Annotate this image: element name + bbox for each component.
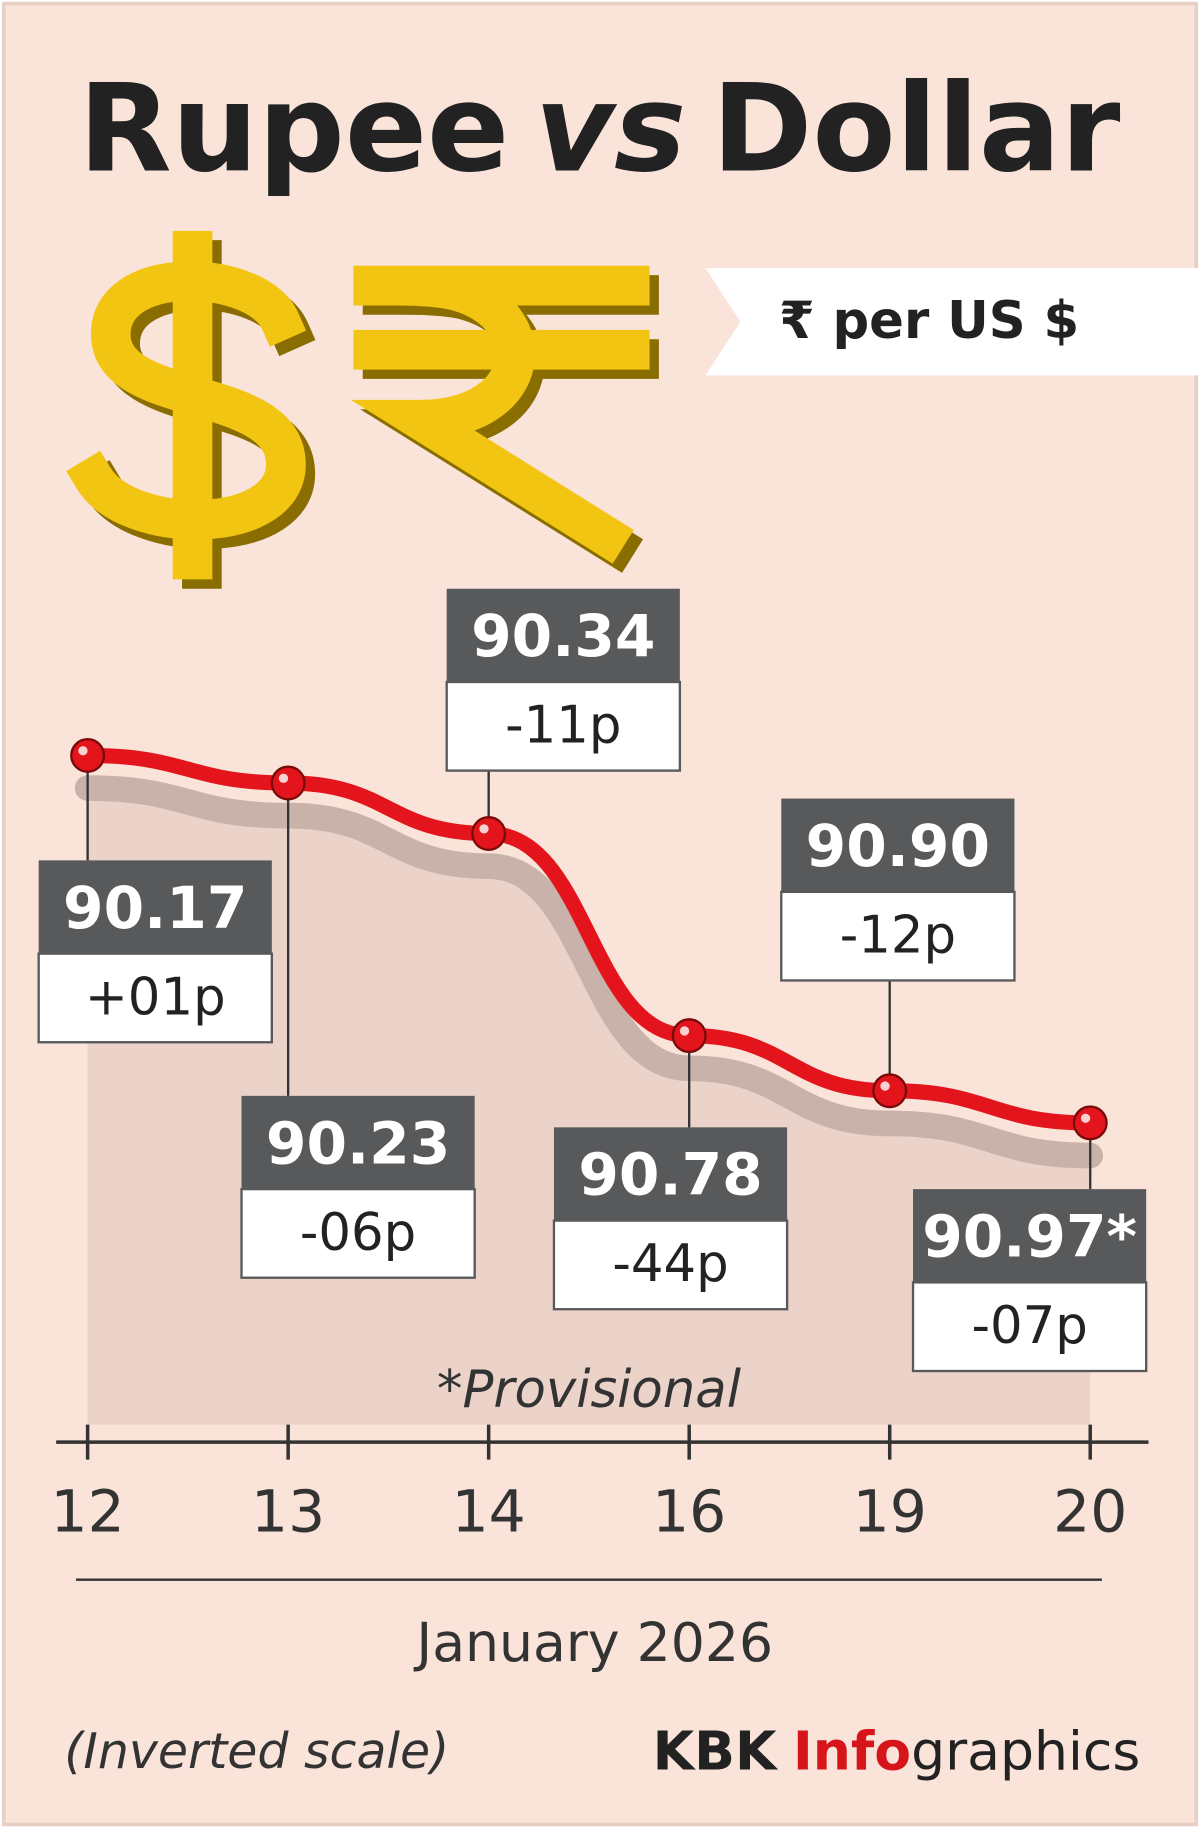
note: *Provisional — [437, 1360, 741, 1420]
scale-note: (Inverted scale) — [64, 1723, 449, 1780]
x-tick-label: 20 — [1053, 1478, 1127, 1546]
change-label: -06p — [300, 1203, 416, 1263]
x-tick-label: 16 — [652, 1478, 726, 1546]
change-label: +01p — [85, 967, 226, 1027]
chart-title: Rupee vs Dollar — [78, 58, 1120, 200]
change-box — [37, 952, 273, 1044]
point — [872, 1073, 908, 1109]
value-label: 90.97* — [922, 1203, 1137, 1271]
x-tick-label: 19 — [853, 1478, 927, 1546]
point-highlight — [278, 773, 289, 783]
value-label: 90.34 — [471, 602, 655, 670]
x-tick-label: 12 — [51, 1478, 125, 1546]
change-label: -12p — [840, 905, 956, 965]
plot: 90.17 +01p 90.23 -06p 90.34 -11p 90.78 -44p 90.9… — [37, 588, 1148, 1425]
value-box — [446, 588, 680, 683]
point — [270, 765, 306, 801]
point-highlight — [880, 1081, 890, 1091]
value-box — [241, 1095, 475, 1190]
value-box — [38, 860, 272, 954]
change-box — [780, 890, 1016, 982]
change-box — [445, 680, 682, 772]
point-highlight — [78, 746, 88, 756]
value-label: 90.78 — [578, 1141, 762, 1209]
change-box — [911, 1281, 1148, 1373]
value-label: 90.90 — [806, 812, 990, 880]
point — [671, 1018, 707, 1054]
credit: KBK Infographics — [653, 1719, 1141, 1782]
unit-label: ₹ per US $ — [779, 291, 1079, 351]
change-label: -07p — [971, 1296, 1087, 1356]
line — [80, 747, 1098, 1131]
change-box — [552, 1219, 789, 1311]
x-tick-label: 14 — [452, 1478, 526, 1546]
point-highlight — [479, 824, 489, 834]
currency-icons — [66, 230, 659, 589]
value-box — [553, 1127, 788, 1221]
point — [1072, 1105, 1108, 1141]
point — [70, 737, 106, 773]
line-shadow — [74, 775, 1104, 1169]
value-label: 90.23 — [266, 1109, 450, 1177]
x-axis-label: January 2026 — [413, 1611, 773, 1674]
value-box — [781, 798, 1015, 892]
point-highlight — [1080, 1113, 1091, 1123]
point-highlight — [679, 1026, 690, 1036]
value-label: 90.17 — [63, 874, 247, 942]
x-tick-label: 13 — [251, 1478, 325, 1546]
value-box — [913, 1189, 1147, 1283]
unit-banner — [705, 268, 1200, 376]
change-box — [240, 1187, 476, 1279]
change-label: -11p — [505, 696, 621, 756]
change-label: -44p — [612, 1234, 728, 1294]
point — [471, 816, 507, 852]
